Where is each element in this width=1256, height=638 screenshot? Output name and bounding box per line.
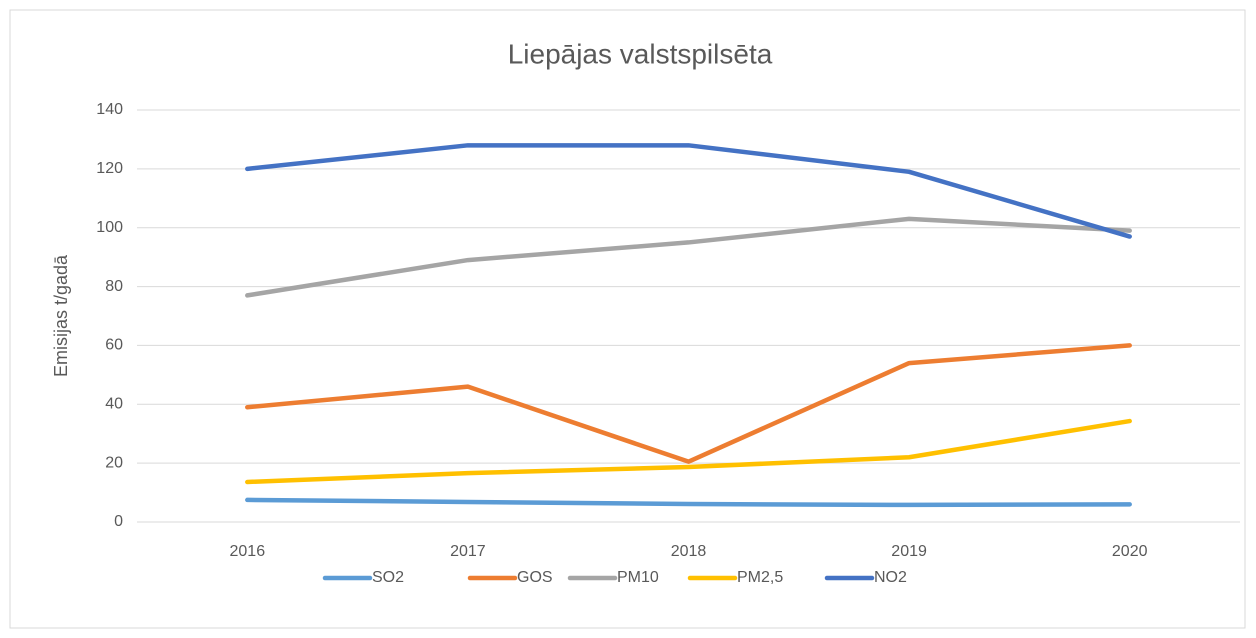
chart-title: Liepājas valstspilsēta bbox=[508, 38, 773, 69]
y-tick-label: 40 bbox=[105, 396, 123, 413]
y-tick-label: 100 bbox=[96, 219, 123, 236]
legend-label: SO2 bbox=[372, 569, 404, 586]
series-line bbox=[245, 418, 1132, 485]
y-tick-label: 20 bbox=[105, 454, 123, 471]
y-tick-label: 60 bbox=[105, 337, 123, 354]
series-line bbox=[245, 216, 1132, 298]
series-line bbox=[245, 343, 1132, 464]
series-line bbox=[245, 143, 1132, 239]
y-tick-label: 140 bbox=[96, 101, 123, 118]
chart-border bbox=[9, 9, 1246, 629]
x-tick-label: 2017 bbox=[450, 543, 486, 560]
series-line bbox=[245, 497, 1132, 508]
legend-label: PM10 bbox=[617, 569, 659, 586]
y-tick-label: 120 bbox=[96, 160, 123, 177]
legend-label: NO2 bbox=[874, 569, 907, 586]
x-tick-label: 2019 bbox=[891, 543, 927, 560]
x-tick-label: 2016 bbox=[230, 543, 266, 560]
legend-label: GOS bbox=[517, 569, 553, 586]
x-tick-label: 2018 bbox=[671, 543, 707, 560]
x-tick-label: 2020 bbox=[1112, 543, 1148, 560]
y-tick-label: 80 bbox=[105, 278, 123, 295]
y-axis-label: Emisijas t/gadā bbox=[51, 254, 71, 377]
y-tick-label: 0 bbox=[114, 513, 123, 530]
legend-label: PM2,5 bbox=[737, 569, 783, 586]
